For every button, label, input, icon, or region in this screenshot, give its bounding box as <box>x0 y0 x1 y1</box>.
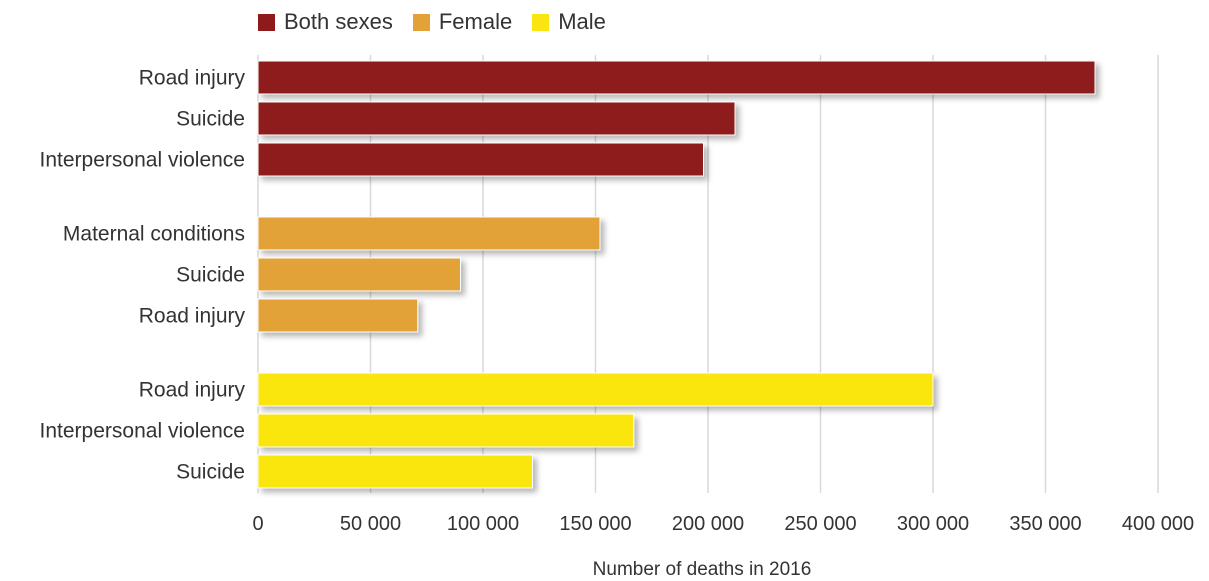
bar <box>257 413 635 448</box>
category-label: Suicide <box>176 461 245 484</box>
x-tick-label: 200 000 <box>672 513 744 535</box>
legend-label-both-sexes: Both sexes <box>284 9 393 34</box>
bar <box>257 142 704 177</box>
category-label: Suicide <box>176 108 245 131</box>
legend-label-female: Female <box>438 9 513 34</box>
legend: Both sexes Female Male <box>258 9 626 35</box>
legend-label-male: Male <box>558 9 606 34</box>
x-axis-title: Number of deaths in 2016 <box>593 559 812 580</box>
category-label: Interpersonal violence <box>40 420 245 443</box>
category-label: Suicide <box>176 264 245 287</box>
x-tick-label: 150 000 <box>559 513 631 535</box>
legend-item-both-sexes: Both sexes <box>258 9 393 35</box>
bars <box>257 60 1096 489</box>
x-tick-label: 100 000 <box>447 513 519 535</box>
x-tick-label: 400 000 <box>1122 513 1194 535</box>
bar <box>257 257 461 292</box>
bar <box>257 216 601 251</box>
category-labels: Road injury Suicide Interpersonal violence… <box>40 67 246 484</box>
x-tick-label: 0 <box>252 513 263 535</box>
bar <box>257 454 533 489</box>
x-tick-labels: 0 50 000 100 000 150 000 200 000 250 000 300 0… <box>252 513 1194 535</box>
legend-swatch-male <box>532 13 550 31</box>
x-tick-label: 350 000 <box>1009 513 1081 535</box>
bar <box>257 60 1096 95</box>
bar <box>257 101 736 136</box>
bar <box>257 372 934 407</box>
x-tick-label: 50 000 <box>340 513 401 535</box>
x-tick-label: 250 000 <box>784 513 856 535</box>
legend-item-male: Male <box>532 9 606 35</box>
category-label: Maternal conditions <box>63 223 245 246</box>
category-label: Road injury <box>139 67 246 90</box>
legend-item-female: Female <box>412 9 513 35</box>
category-label: Road injury <box>139 379 246 402</box>
legend-swatch-both-sexes <box>258 13 275 31</box>
category-label: Road injury <box>139 305 246 328</box>
x-tick-label: 300 000 <box>897 513 969 535</box>
bar <box>257 298 419 333</box>
legend-swatch-female <box>412 13 430 31</box>
category-label: Interpersonal violence <box>40 149 245 172</box>
